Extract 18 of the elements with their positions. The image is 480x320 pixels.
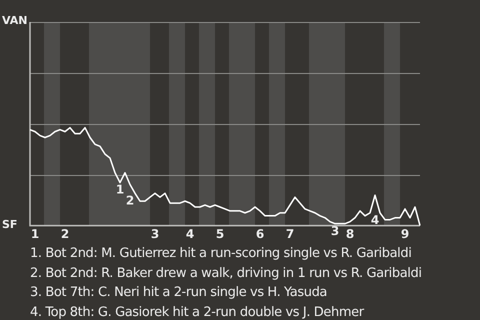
x-tick-label: 5 xyxy=(216,226,224,241)
x-tick-label: 2 xyxy=(60,226,70,241)
x-tick-label: 3 xyxy=(150,226,160,241)
x-tick-label: 1 xyxy=(30,226,40,241)
x-tick-label: 7 xyxy=(286,226,294,241)
text: VAN xyxy=(2,14,28,27)
annotation: 1 xyxy=(116,182,124,197)
text: 2. Bot 2nd: R. Baker drew a walk, driving in 1 run vs R. Garibaldi xyxy=(30,264,422,282)
annotation: 2 xyxy=(126,193,134,208)
x-tick-label: 8 xyxy=(346,226,354,241)
text: 4. Top 8th: G. Gasiorek hit a 2-run double vs J. Dehmer xyxy=(30,304,366,320)
x-tick-label: 6 xyxy=(256,226,264,241)
x-tick-label: 9 xyxy=(400,226,410,241)
annotation: 4 xyxy=(370,213,380,227)
x-tick-label: 4 xyxy=(186,226,194,241)
text: SF xyxy=(2,218,18,231)
text: 3. Bot 7th: C. Neri hit a 2-run single vs H. Yasuda xyxy=(30,284,328,302)
text: 1. Bot 2nd: M. Gutierrez hit a run-scoring single vs R. Garibaldi xyxy=(30,245,412,263)
